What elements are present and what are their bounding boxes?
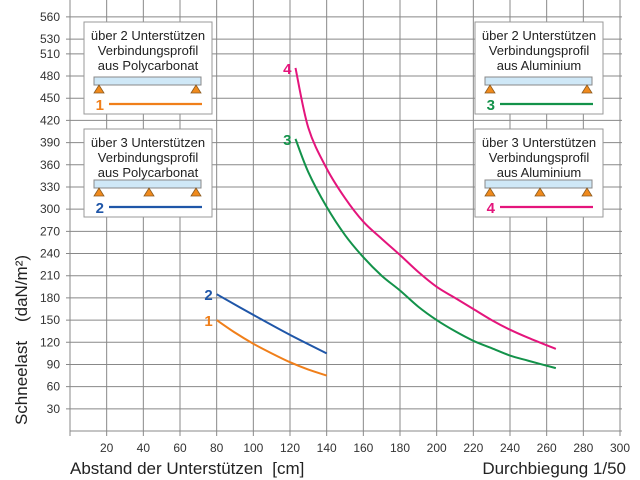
series-label-2: 2: [204, 287, 212, 304]
legend-text: über 3 Unterstützen: [482, 135, 596, 150]
y-tick-label: 360: [40, 158, 60, 172]
beam-icon: [93, 76, 202, 86]
x-tick-label: 200: [427, 441, 447, 455]
y-tick-label: 120: [40, 335, 60, 349]
y-tick-label: 240: [40, 247, 60, 261]
support-triangle-icon: [93, 84, 105, 94]
legend-text: aus Aluminium: [497, 58, 582, 73]
x-tick-label: 180: [390, 441, 410, 455]
x-axis-label: Abstand der Unterstützen [cm]: [70, 459, 304, 478]
y-tick-label: 180: [40, 291, 60, 305]
support-triangle-icon: [190, 187, 202, 197]
legend-text: aus Polycarbonat: [98, 58, 199, 73]
x-tick-label: 80: [210, 441, 224, 455]
y-tick-label: 270: [40, 224, 60, 238]
legend-series-number: 3: [487, 97, 495, 114]
x-tick-label: 20: [100, 441, 114, 455]
x-tick-label: 60: [173, 441, 187, 455]
support-triangle-icon: [93, 187, 105, 197]
legend-box-3: über 2 UnterstützenVerbindungsprofilaus …: [474, 21, 604, 115]
support-triangle-icon: [581, 84, 593, 94]
support-triangle-icon: [484, 84, 496, 94]
legend-frame: [474, 21, 604, 115]
y-tick-label: 30: [47, 402, 61, 416]
y-tick-label: 450: [40, 91, 60, 105]
legend-text: Verbindungsprofil: [98, 150, 199, 165]
legend-frame: [474, 128, 604, 218]
series-label-3: 3: [283, 132, 291, 149]
x-tick-label: 300: [610, 441, 630, 455]
legend-text: Verbindungsprofil: [489, 43, 590, 58]
support-triangle-icon: [143, 187, 155, 197]
legend-frame: [83, 21, 213, 115]
legend-text: über 2 Unterstützen: [482, 28, 596, 43]
y-tick-label: 330: [40, 180, 60, 194]
y-tick-label: 150: [40, 313, 60, 327]
x-tick-label: 100: [243, 441, 263, 455]
support-triangle-icon: [190, 84, 202, 94]
beam-icon: [93, 179, 202, 189]
legend-text: Verbindungsprofil: [489, 150, 590, 165]
y-tick-label: 510: [40, 47, 60, 61]
y-tick-label: 210: [40, 269, 60, 283]
legend-box-4: über 3 UnterstützenVerbindungsprofilaus …: [474, 128, 604, 218]
y-tick-label: 560: [40, 10, 60, 24]
deflection-note: Durchbiegung 1/50: [482, 459, 626, 478]
legend-text: aus Aluminium: [497, 165, 582, 180]
legend-series-number: 4: [487, 200, 496, 217]
series-label-4: 4: [283, 61, 292, 78]
series-label-1: 1: [204, 313, 212, 330]
series-line-1: [216, 319, 327, 377]
y-tick-label: 60: [47, 380, 61, 394]
support-triangle-icon: [581, 187, 593, 197]
beam-icon: [484, 76, 593, 86]
x-tick-label: 160: [353, 441, 373, 455]
x-tick-label: 260: [537, 441, 557, 455]
y-axis-label: Schneelast (daN/m²): [12, 255, 31, 425]
x-tick-label: 40: [137, 441, 151, 455]
series-line-3: [294, 138, 557, 370]
y-tick-label: 530: [40, 32, 60, 46]
legend-series-number: 2: [96, 200, 104, 217]
legend-text: Verbindungsprofil: [98, 43, 199, 58]
y-tick-label: 390: [40, 136, 60, 150]
legend-text: aus Polycarbonat: [98, 165, 199, 180]
x-tick-labels: 20 40 60 80 100 120 140 160 180 200 220 240 260 280 30…: [100, 441, 630, 455]
legend-boxes: über 2 UnterstützenVerbindungsprofilaus …: [83, 21, 604, 218]
x-tick-label: 220: [463, 441, 483, 455]
y-tick-label: 90: [47, 357, 61, 371]
legend-frame: [83, 128, 213, 218]
support-triangle-icon: [484, 187, 496, 197]
series-lines: 1 2 3 4: [204, 61, 557, 377]
legend-series-number: 1: [96, 97, 104, 114]
legend-box-2: über 3 UnterstützenVerbindungsprofilaus …: [83, 128, 213, 218]
x-tick-label: 140: [317, 441, 337, 455]
y-tick-label: 480: [40, 69, 60, 83]
y-tick-label: 300: [40, 202, 60, 216]
y-tick-label: 420: [40, 113, 60, 127]
y-tick-labels: 30 60 90 120 150 180 210 240 270 300 330 360 390 420 4…: [40, 10, 60, 416]
legend-text: über 3 Unterstützen: [91, 135, 205, 150]
x-tick-label: 120: [280, 441, 300, 455]
x-tick-label: 280: [573, 441, 593, 455]
legend-text: über 2 Unterstützen: [91, 28, 205, 43]
support-triangle-icon: [534, 187, 546, 197]
beam-icon: [484, 179, 593, 189]
series-line-4: [294, 67, 557, 350]
series-line-2: [216, 293, 328, 355]
x-tick-label: 240: [500, 441, 520, 455]
legend-box-1: über 2 UnterstützenVerbindungsprofilaus …: [83, 21, 213, 115]
